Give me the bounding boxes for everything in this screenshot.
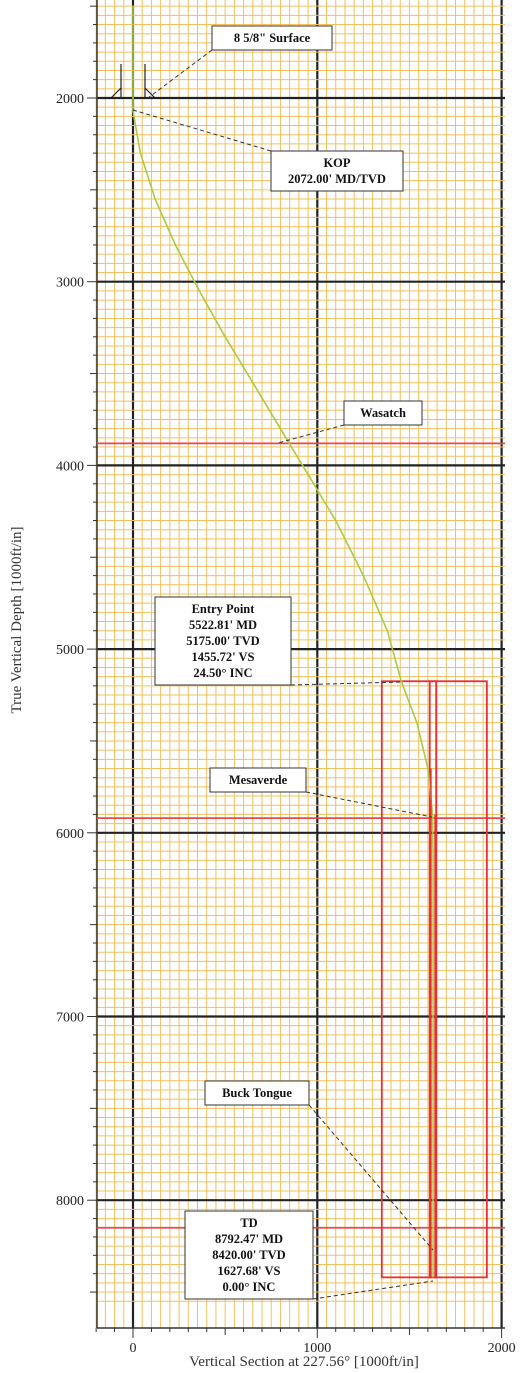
annotation-text: Buck Tongue: [222, 1086, 292, 1100]
annotation-leader: [312, 1280, 434, 1300]
annotation-text: 8792.47' MD: [215, 1232, 283, 1246]
axis-ticks: 2000 3000 4000 5000 6000 7000 8000 0 1000 2000: [56, 5, 516, 1356]
annotation-text: Entry Point: [192, 602, 256, 616]
x-tick-label: 1000: [303, 1341, 331, 1356]
annotation-leader: [277, 424, 345, 444]
annotation-leader: [132, 109, 272, 152]
annotation-box: [343, 400, 423, 426]
x-tick-label: 0: [130, 1341, 137, 1356]
annotation-box: [209, 767, 307, 793]
annotation-text: 2072.00' MD/TVD: [288, 172, 386, 186]
y-axis-label: True Vertical Depth [1000ft/in]: [9, 526, 25, 713]
annotation-box: [211, 25, 333, 51]
annotation-text: 8420.00' TVD: [212, 1248, 285, 1262]
y-tick-label: 3000: [56, 276, 84, 291]
well-path: [132, 6, 436, 1278]
annotation-box: [204, 1080, 310, 1106]
y-tick-label: 6000: [56, 827, 84, 842]
annotation-box: [184, 1210, 314, 1300]
y-tick-label: 5000: [56, 643, 84, 658]
formation-lines: [97, 442, 505, 1229]
y-tick-label: 7000: [56, 1011, 84, 1026]
annotation-leader: [290, 681, 402, 686]
annotation-text: 1455.72' VS: [192, 650, 255, 664]
well-path-line: [132, 6, 434, 1278]
annotation-text: 1627.68' VS: [218, 1264, 281, 1278]
y-tick-label: 8000: [56, 1194, 84, 1209]
annotation-text: 5175.00' TVD: [186, 634, 259, 648]
y-tick-label: 2000: [56, 92, 84, 107]
annotation-text: 8 5/8" Surface: [234, 31, 311, 45]
y-tick-label: 4000: [56, 459, 84, 474]
annotation-text: TD: [240, 1216, 257, 1230]
x-tick-label: 2000: [488, 1341, 516, 1356]
x-axis-label: Vertical Section at 227.56° [1000ft/in]: [189, 1354, 419, 1370]
annotation-leader: [305, 791, 433, 818]
casing-shoe: [109, 87, 122, 99]
annotation-leader: [308, 1104, 434, 1251]
annotation-text: KOP: [323, 156, 350, 170]
annotation-box: [270, 150, 404, 192]
annotation-text: 0.00° INC: [223, 1280, 276, 1294]
annotation-text: Wasatch: [360, 406, 406, 420]
annotation-leader: [147, 49, 213, 99]
annotations: 8 5/8" Surface KOP 2072.00' MD/TVD Wasatch E…: [132, 25, 434, 1300]
annotation-text: 24.50° INC: [193, 666, 252, 680]
annotation-text: 5522.81' MD: [189, 618, 257, 632]
annotation-text: Mesaverde: [229, 773, 288, 787]
annotation-box: [154, 596, 292, 686]
